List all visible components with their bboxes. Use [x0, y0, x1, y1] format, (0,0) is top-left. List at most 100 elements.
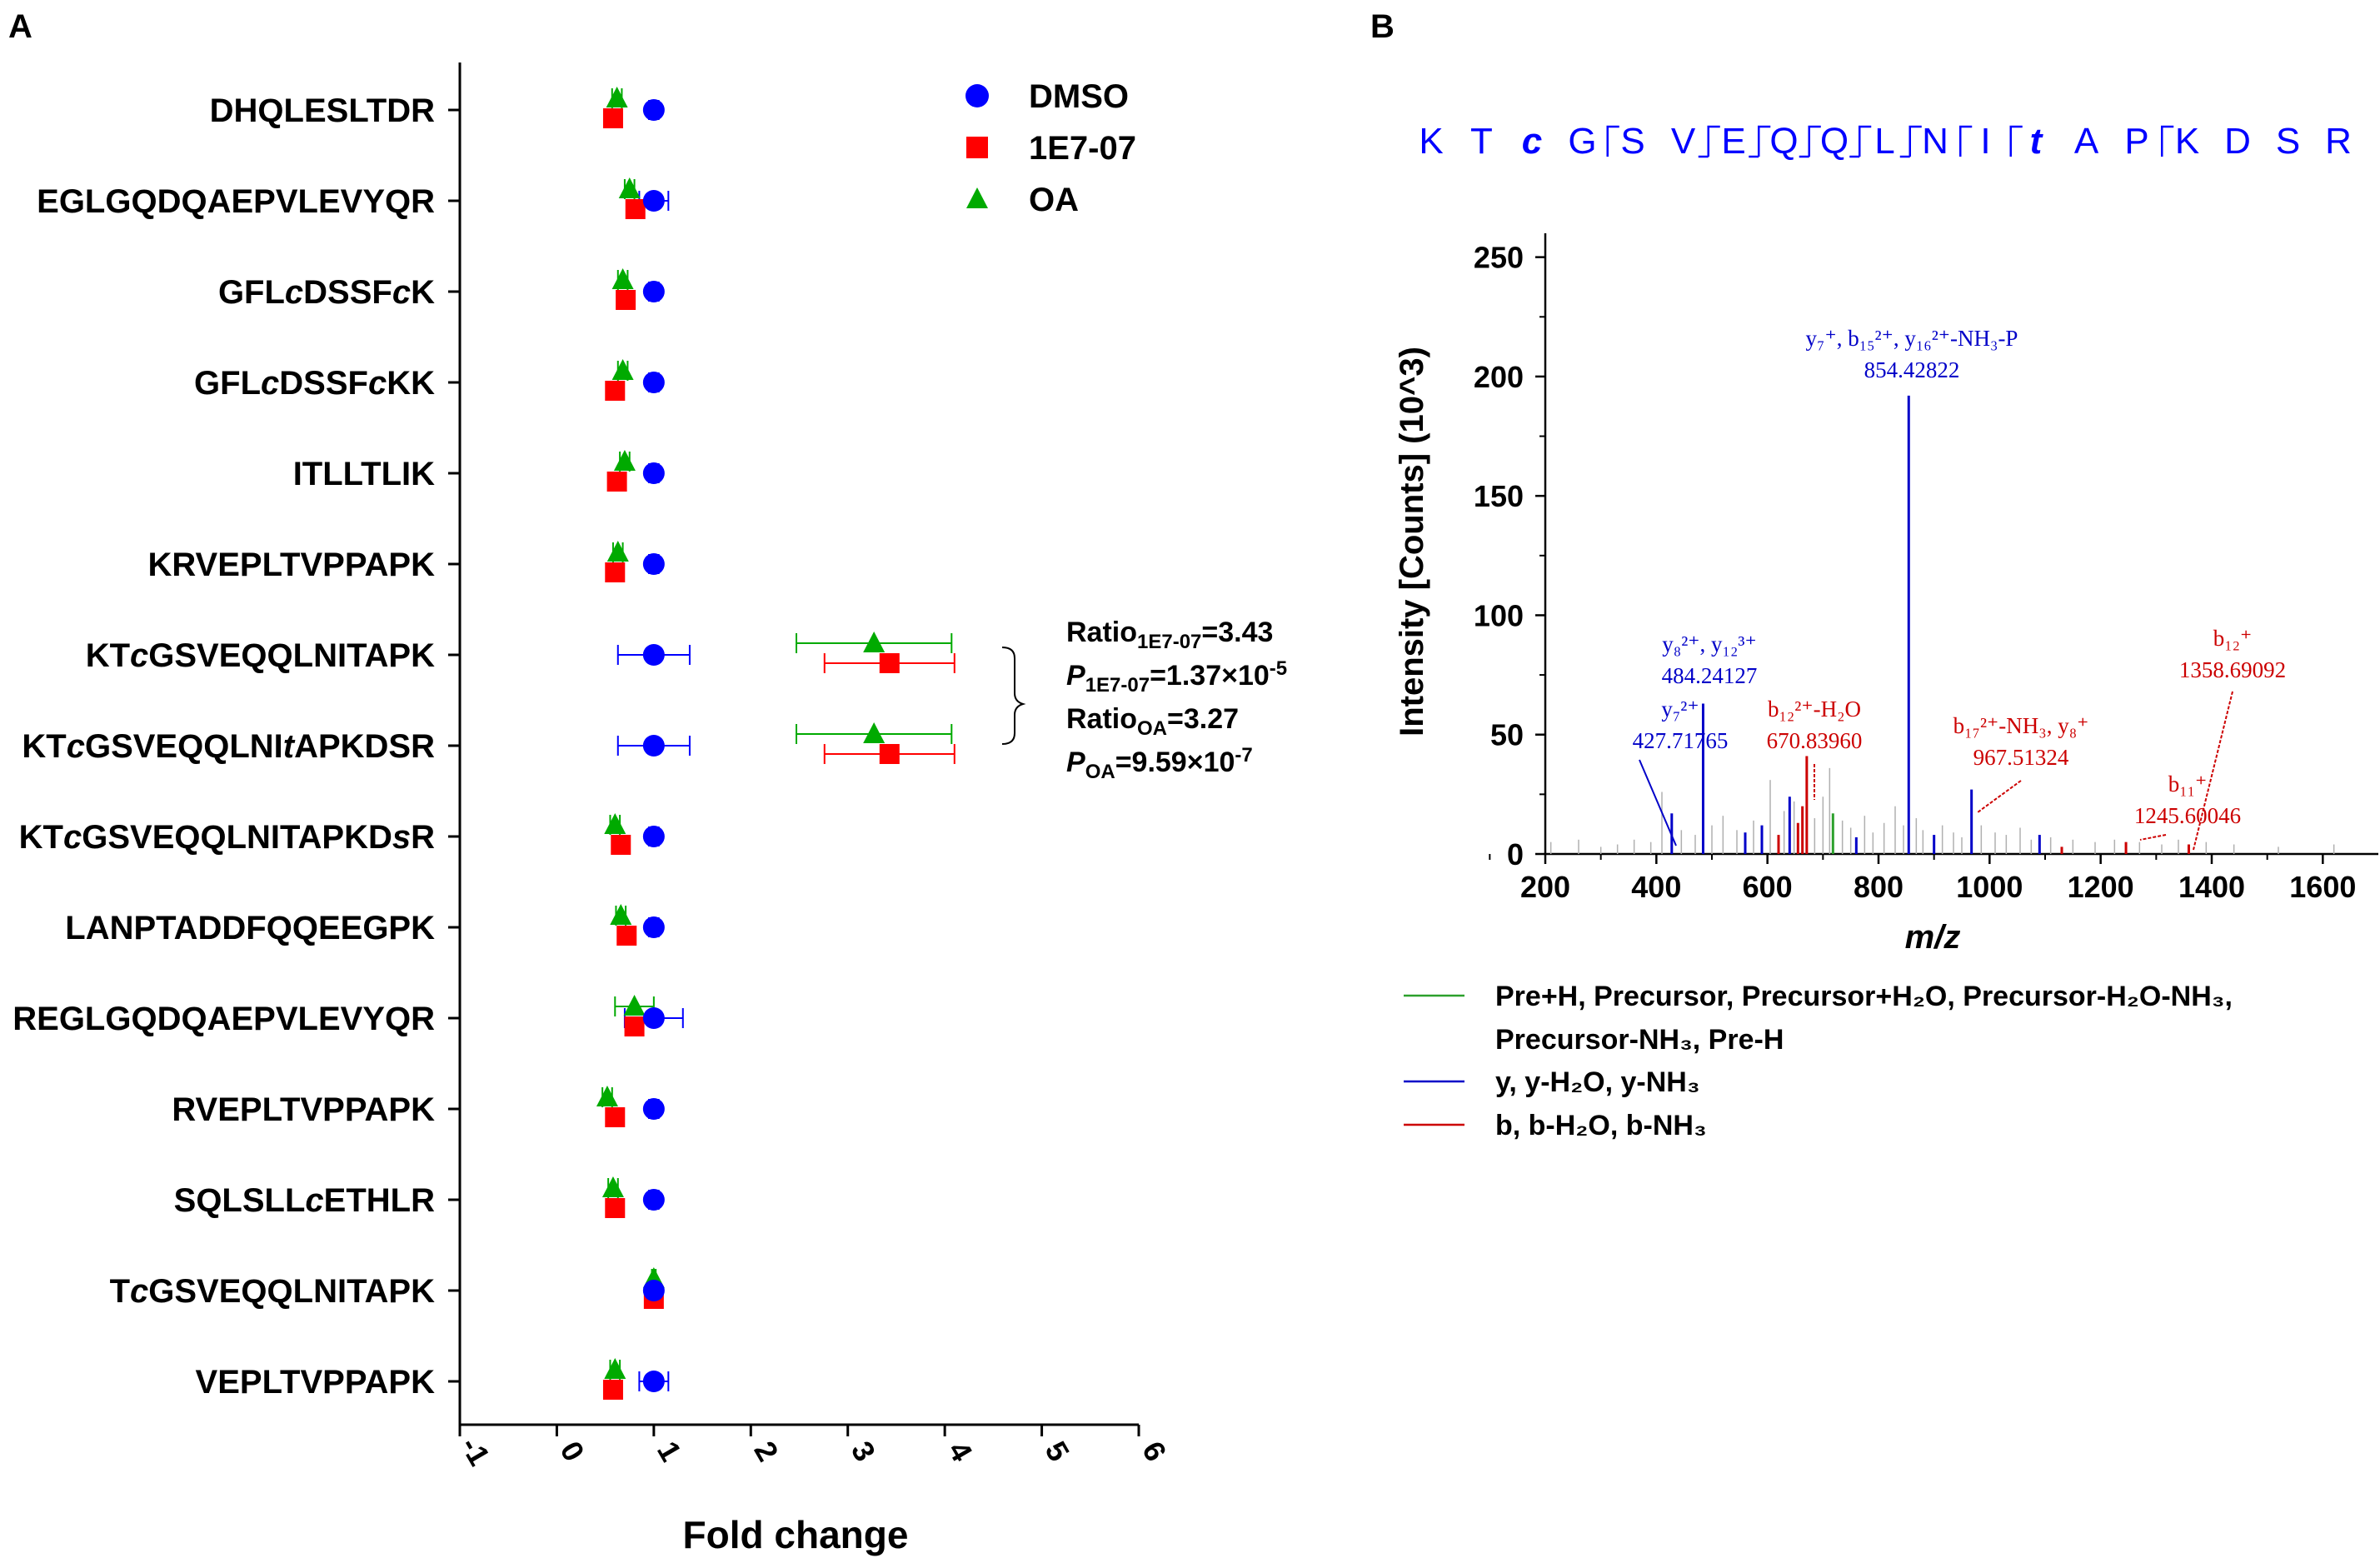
annotation-line: Ratio1E7-07=3.43: [1066, 617, 1273, 653]
x-tick-label: 2: [747, 1436, 786, 1467]
panel-b-label: B: [1370, 8, 1395, 45]
peak-label-670-83960: b₁₂²⁺-H₂O: [1768, 697, 1861, 722]
sequence-residue: A: [2074, 121, 2099, 162]
peptide-label-ktcgsveqqlnitapk: KTcGSVEQQLNITAPK: [86, 637, 435, 674]
peak-label-leader: [1977, 780, 2022, 813]
peak-label-leader: [1639, 759, 1677, 846]
sequence-residue: I: [1980, 121, 1990, 162]
x-tick-label: 1200: [2068, 870, 2134, 904]
point-oa: [613, 450, 636, 471]
peak-label-1245-60046: 1245.60046: [2134, 803, 2241, 828]
peptide-label-sqlsllcethlr: SQLSLLcETHLR: [174, 1182, 435, 1219]
peptide-label-gflcdssfck: GFLcDSSFcK: [218, 274, 435, 311]
bracket: [1001, 647, 1026, 745]
peak-label-484-24127: y₈²⁺, y₁₂³⁺: [1662, 632, 1756, 657]
peak-label-427-71765: y₇²⁺: [1661, 697, 1699, 722]
point-oa: [611, 359, 634, 380]
sequence-residue: E: [1721, 121, 1745, 162]
peptide-label-tcgsveqqlnitapk: TcGSVEQQLNITAPK: [110, 1273, 436, 1310]
legend-marker-dmso: [965, 84, 989, 107]
sequence-residue: S: [2276, 121, 2300, 162]
point-oa: [610, 904, 632, 925]
y-axis-title: Intensity [Counts] (10^3): [1394, 347, 1430, 737]
sequence-residue: c: [1522, 121, 1542, 162]
legend-label-precursor: Precursor-NH₃, Pre-H: [1495, 1024, 1784, 1056]
y-tick-label: 150: [1474, 479, 1524, 513]
fragment-marker: [1959, 125, 1973, 157]
x-tick-label: 4: [941, 1436, 980, 1467]
x-tick-label: 600: [1743, 870, 1793, 904]
fragment-marker: [2161, 125, 2174, 157]
fragment-marker: [1808, 125, 1821, 157]
peak-label-1358-69092: b₁₂⁺: [2213, 626, 2253, 651]
legend-label-1e7-07: 1E7-07: [1029, 130, 1136, 167]
x-tick-label: 800: [1854, 870, 1904, 904]
point-oa: [606, 87, 628, 107]
ion-type-legend: Pre+H, Precursor, Precursor+H₂O, Precurs…: [1404, 981, 2233, 1141]
y-tick-label: 0: [1507, 837, 1524, 871]
peptide-label-lanptaddfqqeegpk: LANPTADDFQQEEGPK: [65, 910, 435, 946]
point-oa: [596, 1086, 618, 1106]
peptide-labels: DHQLESLTDR EGLGQDQAEPVLEVYQR GFLcDSSFcK GFL…: [12, 92, 435, 1401]
point-oa: [601, 1176, 624, 1197]
annotation-line: POA=9.59×10-7: [1066, 744, 1253, 783]
point-dmso: [642, 1098, 665, 1120]
peak-label-670-83960: 670.83960: [1767, 728, 1863, 753]
fold-change-points: [596, 87, 955, 1400]
point-oa: [604, 813, 626, 834]
peak-label-1358-69092: 1358.69092: [2179, 657, 2286, 682]
point-dmso: [642, 281, 665, 302]
point-dmso: [642, 1007, 665, 1029]
spectrum-axes: 200 400 600 800 1000 1200 1400 1600 0 50 100 150 200…: [1394, 233, 2378, 956]
x-tick-label: 5: [1039, 1436, 1077, 1467]
point-1e7-07: [602, 108, 623, 128]
point-1e7-07: [605, 1198, 626, 1218]
spectrum-peak-labels: y₇²⁺ 427.71765 y₈²⁺, y₁₂³⁺ 484.24127 b₁₂²⁺-H…: [1633, 326, 2286, 851]
peak-label-484-24127: 484.24127: [1662, 663, 1758, 688]
point-1e7-07: [616, 926, 637, 946]
legend-label-dmso: DMSO: [1029, 78, 1129, 115]
point-1e7-07: [611, 835, 631, 855]
y-tick-label: 250: [1474, 241, 1524, 275]
point-oa: [863, 722, 886, 743]
legend-marker-1e7-07: [966, 137, 988, 158]
point-oa: [618, 177, 641, 198]
point-oa: [611, 268, 634, 289]
point-1e7-07: [879, 653, 900, 673]
point-dmso: [642, 916, 665, 938]
point-1e7-07: [624, 1016, 645, 1036]
point-dmso: [642, 462, 665, 484]
point-oa: [604, 1358, 626, 1379]
peak-label-854-42822: y₇⁺, b₁₅²⁺, y₁₆²⁺-NH₃-P: [1806, 326, 2018, 351]
point-oa: [863, 632, 886, 652]
fold-change-axes: -1 0 1 2 3 4 5 6 Fold change: [448, 62, 1174, 1556]
x-tick-label: 1000: [1956, 870, 2023, 904]
fragment-marker: [1707, 125, 1720, 157]
sequence-residue: G: [1568, 121, 1596, 162]
point-1e7-07: [616, 290, 636, 310]
point-oa: [606, 541, 629, 562]
peptide-label-ktcgsveqqlnitapkdsr: KTcGSVEQQLNITAPKDsR: [19, 819, 435, 856]
fragment-marker: [2009, 125, 2023, 157]
peptide-label-itlltlik: ITLLTLIK: [293, 456, 435, 492]
annotation-line: P1E7-07=1.37×10-5: [1066, 657, 1287, 697]
sequence-residue: Q: [1769, 121, 1798, 162]
x-tick-label: 400: [1631, 870, 1681, 904]
x-axis-title: Fold change: [683, 1513, 909, 1556]
legend-label-b: b, b-H₂O, b-NH₃: [1495, 1110, 1707, 1141]
peak-label-854-42822: 854.42822: [1864, 357, 1960, 382]
legend-label-oa: OA: [1029, 182, 1079, 218]
fragment-marker: [1758, 125, 1771, 157]
peptide-label-rvepltvppapk: RVEPLTVPPAPK: [172, 1091, 435, 1128]
y-tick-label: 50: [1490, 718, 1524, 752]
sequence-residue: t: [2030, 121, 2044, 162]
peptide-label-vepltvppapk: VEPLTVPPAPK: [196, 1364, 436, 1401]
peptide-label-krvepltvppapk: KRVEPLTVPPAPK: [147, 547, 435, 583]
peak-label-1245-60046: b₁₁⁺: [2168, 772, 2208, 796]
fold-change-legend: DMSO 1E7-07 OA: [965, 78, 1136, 218]
point-oa: [623, 995, 646, 1016]
y-tick-label: 100: [1474, 598, 1524, 632]
sequence-residue: K: [1419, 121, 1443, 162]
fragment-marker: [1859, 125, 1872, 157]
